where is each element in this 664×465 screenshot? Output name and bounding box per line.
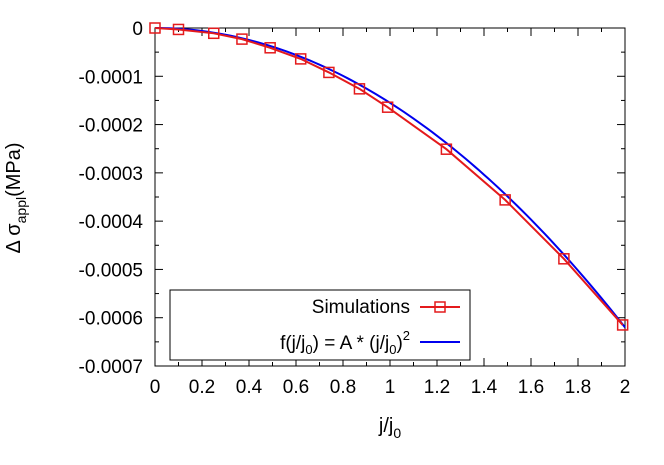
x-axis-label: j/j0 <box>378 415 401 441</box>
x-tick-label: 0.2 <box>189 377 215 398</box>
simulations-point <box>172 23 185 36</box>
y-tick-label: -0.0002 <box>79 116 143 137</box>
x-tick-label: 1.8 <box>565 377 591 398</box>
y-tick-label: -0.0005 <box>79 260 143 281</box>
simulations-point <box>149 22 161 34</box>
legend-box <box>169 289 471 361</box>
legend-fit-part-2: ) = A * (j/j <box>313 333 390 354</box>
y-axis-label-prefix: Δ σ <box>3 223 25 254</box>
simulations-point <box>558 253 570 265</box>
simulations-point <box>381 101 394 113</box>
x-axis-label-sub: 0 <box>393 425 401 441</box>
simulations-point <box>353 83 366 95</box>
y-tick-labels: 0 -0.0001 -0.0002 -0.0003 -0.0004 -0.0005 -0.0… <box>79 19 144 378</box>
legend-label-simulations: Simulations <box>312 297 410 318</box>
y-axis-label: Δ σappl(MPa) <box>3 142 29 253</box>
x-tick-label: 0.4 <box>236 377 263 398</box>
series-layer <box>149 22 629 331</box>
y-tick-label: -0.0007 <box>79 357 143 378</box>
legend-fit-sub-2: 0 <box>389 342 396 357</box>
y-axis-label-sub: appl <box>13 197 29 223</box>
x-tick-label: 0.8 <box>330 377 356 398</box>
simulations-point <box>236 33 248 45</box>
legend-marker-simulations <box>434 301 446 313</box>
x-tick-label: 0.6 <box>283 377 309 398</box>
simulations-point <box>440 143 453 155</box>
legend-fit-part-3: ) <box>396 333 402 354</box>
y-tick-label: -0.0003 <box>79 164 143 185</box>
simulations-point <box>208 27 220 40</box>
legend-fit-sup: 2 <box>403 328 410 343</box>
x-tick-label: 1.4 <box>471 377 498 398</box>
y-tick-label: -0.0006 <box>79 309 143 330</box>
x-tick-label: 1 <box>385 377 396 398</box>
y-tick-label: -0.0001 <box>79 67 143 88</box>
legend-fit-sub-1: 0 <box>305 342 312 357</box>
x-tick-labels: 0 0.2 0.4 0.6 0.8 1 1.2 1.4 1.6 1.8 2 <box>150 377 631 398</box>
simulations-point <box>499 194 511 206</box>
x-axis-label-main: j/j <box>378 415 393 437</box>
simulations-point <box>264 42 276 54</box>
simulations-point <box>323 66 335 79</box>
x-tick-label: 1.6 <box>518 377 544 398</box>
simulations-point <box>616 319 629 331</box>
x-tick-label: 1.2 <box>424 377 450 398</box>
axis-ticks <box>154 27 626 367</box>
legend-label-fit: f(j/j0) = A * (j/j0)2 <box>280 328 410 357</box>
simulations-point <box>294 53 307 65</box>
y-tick-label: 0 <box>132 19 143 40</box>
x-tick-label: 0 <box>150 377 161 398</box>
legend: Simulations f(j/j0) = A * (j/j0)2 <box>169 289 471 361</box>
x-tick-label: 2 <box>620 377 631 398</box>
simulations-line <box>154 27 624 326</box>
y-axis-label-suffix: (MPa) <box>3 142 25 196</box>
fit-curve-line <box>154 27 626 328</box>
y-tick-label: -0.0004 <box>79 212 144 233</box>
legend-fit-part-1: f(j/j <box>280 333 305 354</box>
